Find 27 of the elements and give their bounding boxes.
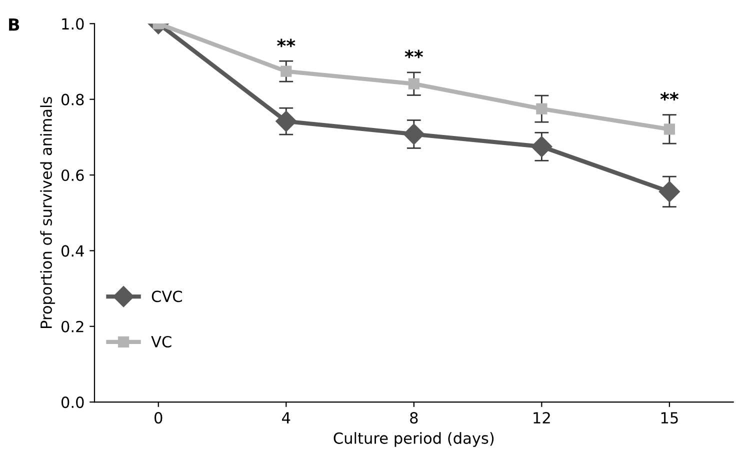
point — [531, 136, 552, 158]
x-tick-label: 12 — [534, 412, 550, 424]
point — [276, 110, 297, 132]
x-axis-title: Culture period (days) — [334, 432, 494, 447]
x-tick-label: 15 — [661, 412, 678, 424]
y-tick-label: 0.0 — [61, 396, 84, 408]
x-tick-label: 0 — [154, 412, 162, 424]
legend-label: CVC — [152, 290, 182, 302]
point — [664, 124, 675, 135]
y-tick-label: 0.2 — [61, 320, 84, 332]
point — [403, 124, 424, 145]
y-tick-label: 1.0 — [62, 18, 84, 30]
point — [536, 103, 548, 114]
y-axis-title: Proportion of survived animals — [40, 96, 55, 328]
text: B — [9, 18, 20, 31]
annotation: ** — [277, 38, 296, 48]
point — [280, 66, 292, 77]
x-tick-label: 8 — [410, 412, 418, 424]
legend-label: VC — [151, 336, 172, 348]
point — [408, 78, 420, 90]
annotation: ** — [404, 50, 423, 58]
point — [658, 181, 680, 202]
y-tick-label: 0.4 — [61, 245, 84, 257]
y-tick-label: 0.6 — [61, 169, 84, 182]
x-tick-label: 4 — [282, 412, 290, 424]
annotation: ** — [660, 92, 679, 101]
y-tick-label: 0.8 — [61, 94, 84, 106]
